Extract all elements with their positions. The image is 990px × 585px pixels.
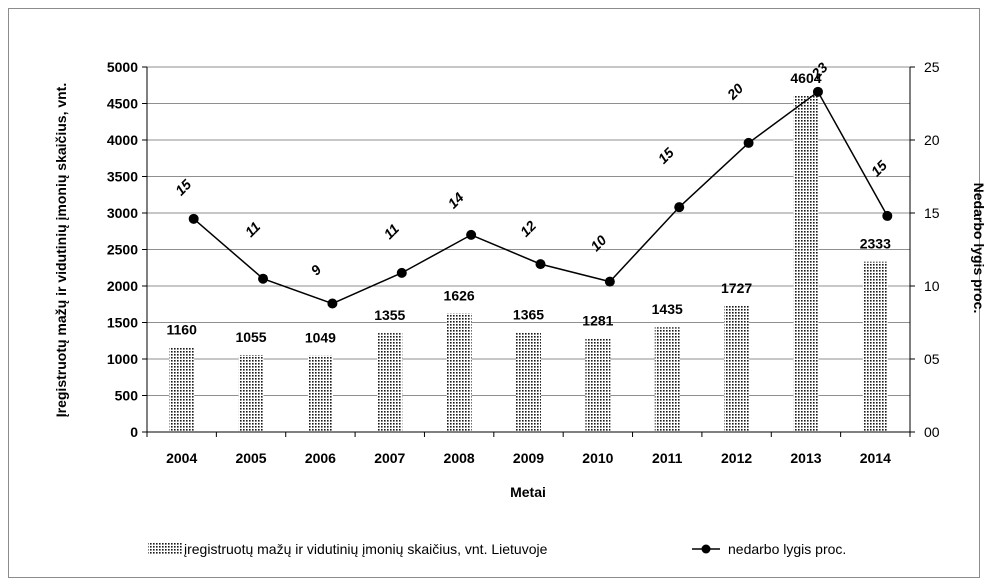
y-tick-label: 2000 <box>107 278 138 294</box>
line-point <box>258 273 269 284</box>
x-tick-label: 2013 <box>790 450 821 466</box>
x-tick-label: 2004 <box>166 450 197 466</box>
line-point <box>535 259 546 270</box>
bar <box>862 261 888 432</box>
line-point <box>743 137 754 148</box>
line-point <box>882 210 893 221</box>
legend-line-label: nedarbo lygis proc. <box>728 541 846 557</box>
line-data-label: 10 <box>587 232 609 254</box>
y-tick-label: 1000 <box>107 351 138 367</box>
x-axis-title: Metai <box>510 484 546 500</box>
line-data-label: 12 <box>517 217 539 239</box>
line-point <box>812 86 823 97</box>
bar-data-label: 1049 <box>305 329 336 345</box>
bar-data-label: 2333 <box>860 236 891 252</box>
y-tick-label: 1500 <box>107 315 138 331</box>
data-labels: 1160 1055 1049 1355 1626 1365 1281 1435 1727 4604… <box>166 59 891 345</box>
line-data-label: 11 <box>242 218 264 240</box>
y2-axis-title: Nedarbo lygis proc. <box>971 183 987 314</box>
line-data-label: 9 <box>307 261 324 278</box>
bar-data-label: 1626 <box>444 287 475 303</box>
bar <box>169 347 195 432</box>
bar <box>446 313 472 432</box>
bar-data-label: 4604 <box>790 70 821 86</box>
y-tick-label: 500 <box>115 388 139 404</box>
bar <box>793 95 819 433</box>
line-point <box>188 213 199 224</box>
y2-tick-label: 00 <box>924 424 940 440</box>
bar-series <box>169 95 888 433</box>
x-tick-label: 2010 <box>582 450 613 466</box>
line-point <box>674 202 685 213</box>
x-tick-label: 2014 <box>860 450 891 466</box>
bar <box>377 333 403 432</box>
y-tick-label: 4000 <box>107 132 138 148</box>
y2-tick-label: 15 <box>924 205 940 221</box>
line-data-label: 15 <box>172 176 194 198</box>
bar-data-label: 1365 <box>513 306 544 322</box>
gridlines <box>147 66 910 396</box>
bar-data-label: 1435 <box>652 301 683 317</box>
bar-data-label: 1055 <box>235 329 266 345</box>
y-tick-label: 4500 <box>107 96 138 112</box>
legend-line-marker <box>701 544 711 554</box>
y2-tick-label: 25 <box>924 59 940 75</box>
legend-bar-label: įregistruotų mažų ir vidutinių įmonių sk… <box>184 541 548 557</box>
bar <box>307 355 333 432</box>
line-point <box>604 276 615 287</box>
x-tick-label: 2011 <box>652 450 683 466</box>
line-data-label: 14 <box>444 189 466 211</box>
line-data-label: 20 <box>723 80 746 103</box>
y-tick-label: 2500 <box>107 242 138 258</box>
x-tick-label: 2012 <box>721 450 752 466</box>
x-tick-label: 2005 <box>235 450 266 466</box>
axes <box>142 66 915 437</box>
bar-data-label: 1160 <box>166 321 197 337</box>
x-tick-label: 2007 <box>374 450 405 466</box>
x-tick-label: 2008 <box>444 450 475 466</box>
x-tick-label: 2009 <box>513 450 544 466</box>
y-tick-label: 3500 <box>107 169 138 185</box>
unemployment-line <box>193 90 888 305</box>
bar <box>654 327 680 432</box>
line-data-label: 11 <box>380 220 402 242</box>
y2-tick-label: 20 <box>924 132 940 148</box>
line-series <box>188 86 893 309</box>
legend: įregistruotų mažų ir vidutinių įmonių sk… <box>148 541 846 557</box>
y-axis-title: Įregistruotų mažų ir vidutinių įmonių sk… <box>53 83 69 418</box>
line-data-label: 15 <box>655 144 677 166</box>
x-tick-label: 2006 <box>305 450 336 466</box>
y-tick-label: 3000 <box>107 205 138 221</box>
line-point <box>327 298 338 309</box>
bar-data-label: 1727 <box>721 280 752 296</box>
bar <box>516 332 541 432</box>
y2-tick-label: 05 <box>924 351 940 367</box>
tick-labels: 0500100015002000250030003500400045005000… <box>107 59 940 466</box>
bar <box>585 338 611 432</box>
y2-tick-label: 10 <box>924 278 940 294</box>
bar-data-label: 1355 <box>374 307 405 323</box>
y-tick-label: 5000 <box>107 59 138 75</box>
legend-bar-swatch <box>148 543 182 555</box>
bar <box>238 354 264 432</box>
y-tick-label: 0 <box>130 424 138 440</box>
line-point <box>466 229 477 240</box>
bar-data-label: 1281 <box>582 312 613 328</box>
bar <box>724 305 750 432</box>
line-point <box>396 267 407 278</box>
